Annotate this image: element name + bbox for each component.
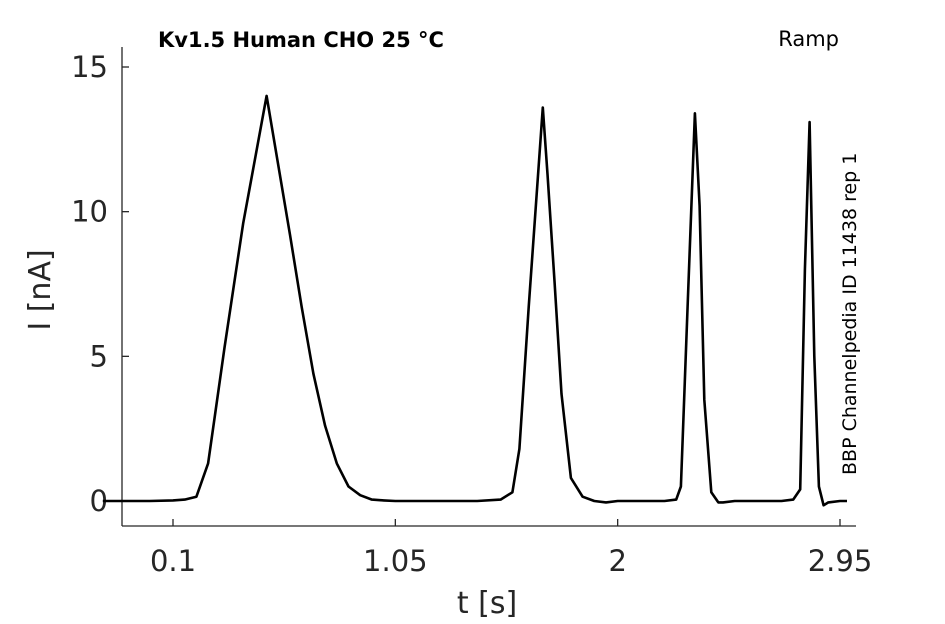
y-tick-label: 5: [90, 339, 108, 373]
y-tick-label: 0: [90, 484, 108, 518]
x-tick-label: 2: [608, 544, 626, 578]
y-tick-label: 10: [71, 195, 108, 229]
chart-title: Kv1.5 Human CHO 25 °C: [158, 28, 444, 52]
x-tick-label: 1.05: [363, 544, 428, 578]
x-tick-label: 0.1: [150, 544, 196, 578]
x-tick-label: 2.95: [808, 544, 873, 578]
recording-id-label: BBP Channelpedia ID 11438 rep 1: [839, 153, 861, 475]
series-layer: [102, 94, 847, 507]
x-axis-label: t [s]: [457, 586, 517, 621]
x-axis-ticks: 0.1 1.05 2 2.95: [150, 519, 872, 578]
y-tick-label: 15: [71, 50, 108, 84]
y-axis-ticks: 0 5 10 15: [71, 50, 129, 518]
y-axis-label: I [nA]: [23, 249, 58, 330]
current-trace-line: [102, 94, 847, 507]
protocol-label: Ramp: [778, 27, 839, 51]
